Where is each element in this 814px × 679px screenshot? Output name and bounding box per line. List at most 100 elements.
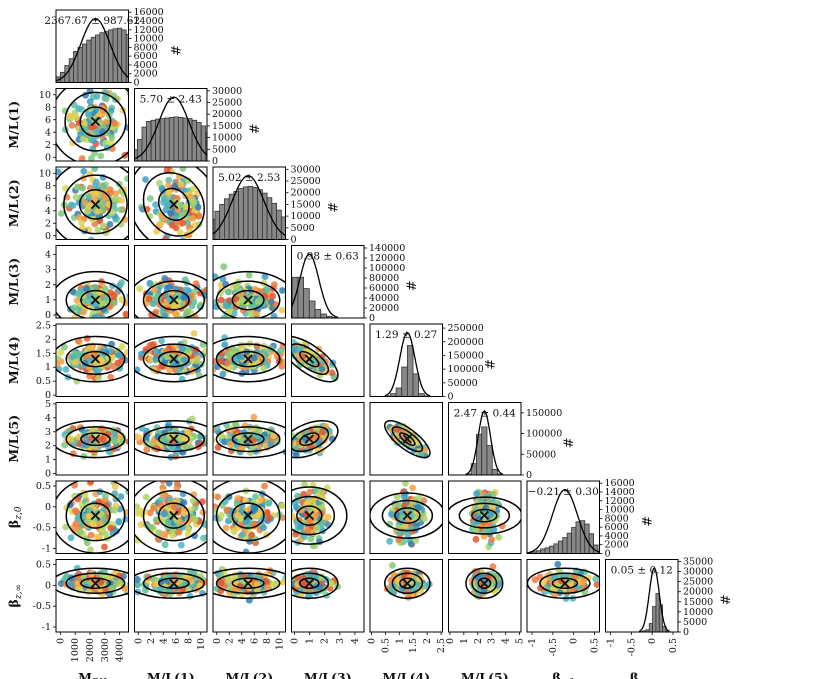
scatter-point <box>186 592 194 600</box>
scatter-point <box>409 484 416 492</box>
scatter-point <box>116 352 123 359</box>
sigma-3-ellipse <box>134 420 207 459</box>
scatter-point <box>191 532 199 540</box>
best-fit-marker: × <box>89 506 102 525</box>
histogram <box>134 96 207 161</box>
scatter-point <box>220 263 228 271</box>
count-tick-label: 0 <box>605 549 611 560</box>
panel-frame <box>212 245 286 319</box>
count-axis-label: # <box>562 437 577 448</box>
scatter-point <box>238 353 246 361</box>
best-fit-marker: × <box>89 290 102 309</box>
scatter-point <box>414 504 422 512</box>
hist-bar <box>395 387 403 397</box>
x-tick-label: 2 <box>473 638 484 644</box>
sigma-2-ellipse <box>142 343 205 375</box>
scatter-points <box>56 88 129 161</box>
panel-m-l-5-vs-m-l-1: × <box>134 402 208 476</box>
scatter-point <box>176 229 184 237</box>
sigma-1-ellipse <box>78 189 113 220</box>
scatter-point <box>134 576 141 583</box>
scatter-point <box>111 483 119 490</box>
count-tick-label: 0 <box>448 392 454 403</box>
hist-bar <box>562 537 568 554</box>
y-tick-label: 0.5 <box>36 481 51 492</box>
panel-frame <box>55 245 129 319</box>
scatter-points <box>213 334 286 383</box>
scatter-point <box>209 573 216 580</box>
panel-frame <box>369 559 443 633</box>
scatter-point <box>265 499 272 507</box>
scatter-point <box>393 493 401 501</box>
count-tick-label: 20000 <box>683 587 713 598</box>
scatter-point <box>97 152 105 160</box>
hist-bar <box>540 548 546 554</box>
scatter-point <box>71 304 79 312</box>
scatter-point <box>79 135 87 143</box>
y-tick-label: 0 <box>45 580 51 591</box>
scatter-point <box>195 212 203 220</box>
scatter-point <box>318 488 326 496</box>
scatter-point <box>75 214 83 221</box>
hist-bar <box>406 345 414 397</box>
scatter-point <box>72 194 80 201</box>
count-axis-label: # <box>641 516 656 527</box>
scatter-point <box>101 194 109 201</box>
scatter-point <box>152 355 160 363</box>
scatter-point <box>306 488 314 496</box>
scatter-point <box>158 337 166 345</box>
sigma-1-ellipse <box>231 502 265 529</box>
scatter-point <box>161 275 169 282</box>
sigma-2-ellipse <box>65 343 126 375</box>
scatter-point <box>115 287 123 294</box>
y-tick-label: 10 <box>39 168 51 179</box>
x-tick-label: 1 <box>394 638 405 644</box>
scatter-point <box>224 288 232 296</box>
scatter-points <box>213 566 286 604</box>
axis-label-main: M <box>78 670 92 679</box>
best-fit-marker: × <box>89 573 102 592</box>
best-fit-marker: × <box>303 349 316 368</box>
scatter-points <box>213 413 286 459</box>
count-tick-label: 250000 <box>448 323 484 334</box>
y-tick-label: -1 <box>42 544 51 555</box>
sigma-3-ellipse <box>291 335 339 383</box>
x-tick-label: -0.5 <box>548 638 559 656</box>
sigma-3-ellipse <box>56 335 129 383</box>
scatter-point <box>111 119 118 127</box>
x-tick-label: 0.5 <box>380 638 391 653</box>
scatter-point <box>125 438 129 445</box>
count-tick-label: 0 <box>212 156 218 167</box>
count-axis-label: # <box>170 45 185 56</box>
scatter-point <box>253 316 260 318</box>
count-tick-label: 35000 <box>683 557 713 568</box>
scatter-point <box>224 359 232 367</box>
panel-m-l-2-vs-m-l-2: 5.02 ± 2.5305000100001500020000250003000… <box>212 164 342 246</box>
panel-m-l-4-vs-m-l-3: × <box>291 323 365 397</box>
scatter-point <box>129 286 136 293</box>
scatter-point <box>242 548 250 554</box>
hist-bar <box>412 373 420 397</box>
scatter-point <box>124 175 129 182</box>
best-fit-marker: × <box>401 573 414 592</box>
count-axis-label: # <box>484 359 499 370</box>
axis-label-main: M/L(5) <box>6 415 21 463</box>
sigma-1-ellipse <box>80 432 111 447</box>
panel-m-l-2-vs-m-l-1: × <box>134 166 208 240</box>
sigma-1-ellipse <box>299 577 320 589</box>
count-tick-label: 5000 <box>291 223 315 234</box>
scatter-point <box>168 328 175 335</box>
scatter-point <box>154 320 161 327</box>
scatter-point <box>270 432 278 440</box>
axis-label-main: M/L(1) <box>6 101 21 149</box>
y-tick-label: 0 <box>45 231 51 242</box>
scatter-point <box>78 155 86 161</box>
x-tick-label: 2 <box>320 638 331 644</box>
scatter-point <box>279 578 286 586</box>
scatter-point <box>291 507 294 514</box>
hist-bar <box>86 39 92 83</box>
hist-bar <box>481 426 488 475</box>
y-axis-label-beta-z-0: βz,0 <box>6 506 24 528</box>
